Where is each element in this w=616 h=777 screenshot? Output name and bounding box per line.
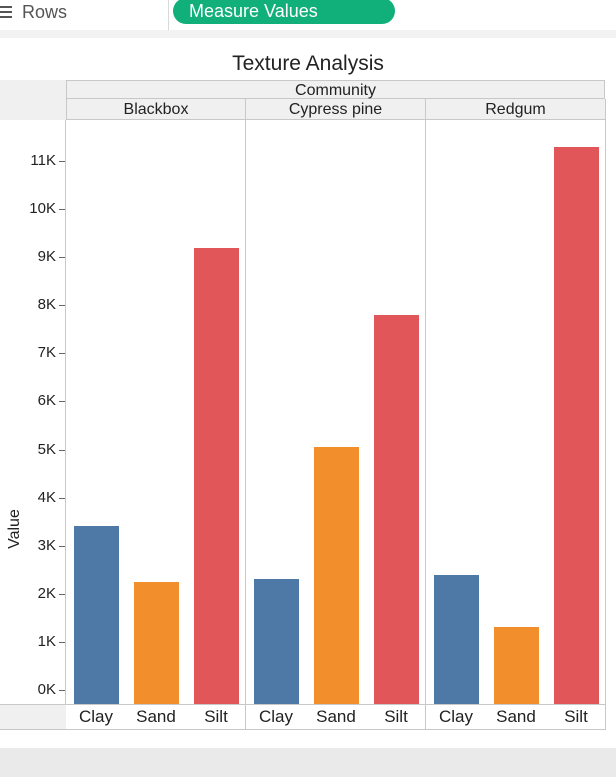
y-tick-label: 8K bbox=[37, 296, 56, 314]
y-tick-label: 2K bbox=[37, 584, 56, 602]
y-tick-mark bbox=[59, 401, 65, 403]
y-tick-mark bbox=[59, 305, 65, 307]
bar-silt[interactable] bbox=[373, 314, 419, 704]
bar-sand[interactable] bbox=[493, 627, 539, 704]
x-tick-label-clay: Clay bbox=[78, 707, 113, 726]
x-tick-label-clay: Clay bbox=[258, 707, 293, 726]
pane-cypress-pine bbox=[246, 120, 426, 704]
y-tick-label: 0K bbox=[37, 681, 56, 698]
y-tick-mark bbox=[59, 449, 65, 451]
y-tick-mark bbox=[59, 641, 65, 643]
chart-title: Texture Analysis bbox=[232, 52, 384, 75]
rows-label-text: Rows bbox=[22, 2, 68, 22]
bar-silt[interactable] bbox=[553, 146, 599, 704]
y-tick-label: 7K bbox=[37, 344, 56, 362]
y-tick-mark bbox=[59, 209, 65, 211]
bar-sand[interactable] bbox=[313, 447, 359, 704]
y-tick-mark bbox=[59, 353, 65, 355]
x-axis-cell: Clay Sand Silt bbox=[66, 704, 246, 730]
x-tick-label-silt: Silt bbox=[204, 707, 228, 726]
separator-band bbox=[0, 30, 616, 38]
y-tick-mark bbox=[59, 161, 65, 162]
pane-redgum bbox=[426, 120, 606, 704]
pane-header-cypress-pine: Cypress pine bbox=[246, 99, 426, 120]
community-header: Community bbox=[66, 80, 605, 99]
bar-silt[interactable] bbox=[193, 247, 239, 704]
rows-shelf-label: Rows bbox=[0, 0, 67, 24]
x-tick-label-silt: Silt bbox=[564, 707, 588, 726]
measure-values-pill[interactable]: Measure Values bbox=[173, 0, 395, 24]
pane-header-redgum: Redgum bbox=[426, 99, 606, 120]
x-tick-label-sand: Sand bbox=[316, 707, 356, 726]
x-tick-label-silt: Silt bbox=[384, 707, 408, 726]
y-tick-label: 6K bbox=[37, 392, 56, 410]
y-tick-label: 5K bbox=[37, 440, 56, 458]
x-tick-label-sand: Sand bbox=[496, 707, 536, 726]
x-tick-label-clay: Clay bbox=[438, 707, 473, 726]
y-tick-mark bbox=[59, 545, 65, 547]
y-tick-label: 9K bbox=[37, 248, 56, 266]
rows-icon bbox=[0, 3, 14, 21]
pane-blackbox bbox=[66, 120, 246, 704]
y-tick-label: 11K bbox=[30, 152, 56, 169]
y-tick-mark bbox=[59, 690, 65, 691]
x-tick-label-sand: Sand bbox=[136, 707, 176, 726]
y-tick-mark bbox=[59, 257, 65, 259]
footer-bar bbox=[0, 748, 616, 777]
bar-clay[interactable] bbox=[73, 526, 119, 704]
rows-shelf: Rows Measure Values bbox=[0, 0, 616, 31]
y-tick-mark bbox=[59, 593, 65, 595]
y-tick-mark bbox=[59, 497, 65, 499]
bar-sand[interactable] bbox=[133, 581, 179, 704]
y-tick-label: 1K bbox=[37, 632, 56, 650]
x-axis-corner bbox=[0, 704, 66, 730]
y-axis: Value 0K 1K 2K 3K 4K 5K 6K 7K 8K 9K 10K 11K bbox=[0, 120, 66, 704]
pane-header-blackbox: Blackbox bbox=[66, 99, 246, 120]
shelf-divider bbox=[168, 0, 169, 30]
y-tick-label: 10K bbox=[29, 200, 56, 218]
y-tick-label: 3K bbox=[37, 536, 56, 554]
header-corner bbox=[0, 80, 66, 121]
x-axis-cell: Clay Sand Silt bbox=[426, 704, 606, 730]
x-axis-cell: Clay Sand Silt bbox=[246, 704, 426, 730]
bar-clay[interactable] bbox=[433, 574, 479, 704]
bar-clay[interactable] bbox=[253, 579, 299, 704]
y-tick-label: 4K bbox=[37, 488, 56, 506]
